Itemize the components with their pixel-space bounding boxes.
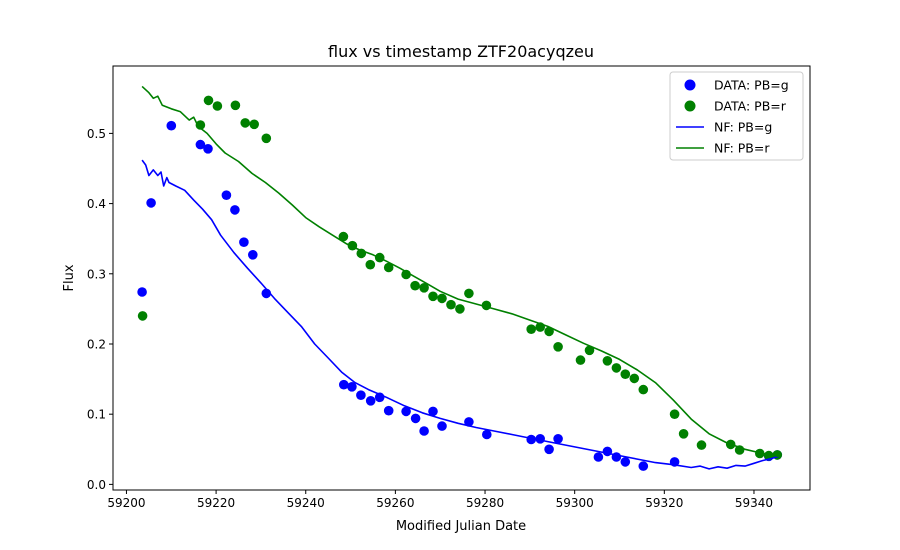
data-point-data-pb-r <box>410 280 420 291</box>
data-point-data-pb-r <box>365 259 376 270</box>
y-tick-label: 0.1 <box>87 408 106 422</box>
data-point-data-pb-g <box>137 287 147 297</box>
legend-marker-data-g <box>684 79 696 91</box>
axis-ticks: 59200 59220 59240 59260 59280 59300 59320 59340… <box>87 127 773 510</box>
data-point-data-pb-r <box>230 100 241 111</box>
data-point-data-pb-r <box>212 101 223 111</box>
data-point-data-pb-r <box>638 384 649 395</box>
data-point-data-pb-g <box>620 457 631 467</box>
plot-frame <box>112 65 811 491</box>
data-point-data-pb-r <box>338 231 349 242</box>
data-point-data-pb-g <box>553 434 563 444</box>
legend-label-data-g: DATA: PB=g <box>714 78 789 93</box>
x-tick-label: 59220 <box>197 496 235 510</box>
y-axis-label: Flux <box>62 264 77 291</box>
y-tick-label: 0.4 <box>87 197 106 211</box>
x-tick-label: 59240 <box>287 496 325 510</box>
data-point-data-pb-g <box>239 237 249 247</box>
data-point-data-pb-g <box>602 446 613 457</box>
x-tick-label: 59280 <box>466 496 504 510</box>
data-point-data-pb-g <box>410 413 421 424</box>
data-point-data-pb-g <box>347 382 357 392</box>
chart-title: flux vs timestamp ZTF20acyqzeu <box>328 42 594 61</box>
data-point-data-pb-r <box>611 363 622 373</box>
legend-frame <box>669 71 804 161</box>
data-point-data-pb-r <box>575 355 586 365</box>
data-point-data-pb-r <box>203 95 214 106</box>
data-point-data-pb-r <box>195 120 206 130</box>
data-point-data-pb-g <box>383 405 394 416</box>
y-tick-label: 0.2 <box>87 337 106 351</box>
legend-label-nf-g: NF: PB=g <box>714 120 772 135</box>
series-line-nf-pb-g <box>141 159 779 470</box>
legend-label-data-r: DATA: PB=r <box>714 99 787 114</box>
data-point-data-pb-g <box>401 406 411 417</box>
legend-label-nf-r: NF: PB=r <box>714 141 770 156</box>
data-point-data-pb-g <box>356 390 366 401</box>
data-point-data-pb-g <box>428 406 438 417</box>
data-point-data-pb-r <box>464 288 474 299</box>
data-point-data-pb-r <box>696 440 707 450</box>
data-point-data-pb-r <box>455 304 465 314</box>
data-point-data-pb-r <box>383 262 394 273</box>
series-line-nf-pb-r <box>141 85 779 458</box>
data-point-data-pb-r <box>240 118 250 128</box>
data-point-data-pb-r <box>620 369 631 380</box>
data-point-data-pb-r <box>137 311 148 321</box>
data-point-data-pb-g <box>166 120 177 131</box>
data-point-data-pb-g <box>419 426 429 436</box>
data-point-data-pb-g <box>248 250 258 260</box>
data-point-data-pb-g <box>638 461 649 471</box>
data-point-data-pb-g <box>365 396 376 406</box>
data-point-data-pb-g <box>544 444 554 455</box>
plot-area <box>137 85 783 471</box>
legend: DATA: PB=g DATA: PB=r NF: PB=g NF: PB=r <box>669 71 804 161</box>
data-point-data-pb-r <box>401 269 411 280</box>
data-point-data-pb-r <box>419 283 429 293</box>
y-tick-label: 0.0 <box>87 478 106 492</box>
data-point-data-pb-r <box>629 373 640 384</box>
data-point-data-pb-r <box>553 342 563 352</box>
data-point-data-pb-g <box>203 144 213 154</box>
y-tick-label: 0.3 <box>87 267 106 281</box>
data-point-data-pb-g <box>339 379 349 390</box>
data-point-data-pb-r <box>584 345 595 356</box>
data-point-data-pb-g <box>482 429 492 440</box>
data-point-data-pb-g <box>230 205 240 215</box>
data-point-data-pb-r <box>261 133 272 144</box>
data-point-data-pb-r <box>437 293 447 304</box>
x-tick-label: 59340 <box>735 496 773 510</box>
x-axis-label: Modified Julian Date <box>396 519 526 534</box>
data-point-data-pb-g <box>593 452 604 462</box>
y-tick-label: 0.5 <box>87 127 106 141</box>
x-tick-label: 59260 <box>376 496 414 510</box>
data-point-data-pb-g <box>146 198 156 208</box>
data-point-data-pb-g <box>221 190 232 200</box>
data-point-data-pb-r <box>602 356 613 366</box>
x-tick-label: 59300 <box>556 496 594 510</box>
x-tick-label: 59200 <box>107 496 145 510</box>
data-point-data-pb-r <box>526 324 536 335</box>
data-point-data-pb-g <box>464 417 474 427</box>
data-point-data-pb-r <box>669 409 680 420</box>
x-tick-label: 59320 <box>645 496 683 510</box>
data-point-data-pb-r <box>249 119 259 130</box>
data-point-data-pb-r <box>428 291 438 302</box>
data-point-data-pb-g <box>195 139 206 150</box>
data-point-data-pb-g <box>437 421 447 431</box>
legend-marker-data-r <box>684 100 696 112</box>
data-point-data-pb-r <box>446 299 456 310</box>
data-point-data-pb-r <box>678 429 689 439</box>
